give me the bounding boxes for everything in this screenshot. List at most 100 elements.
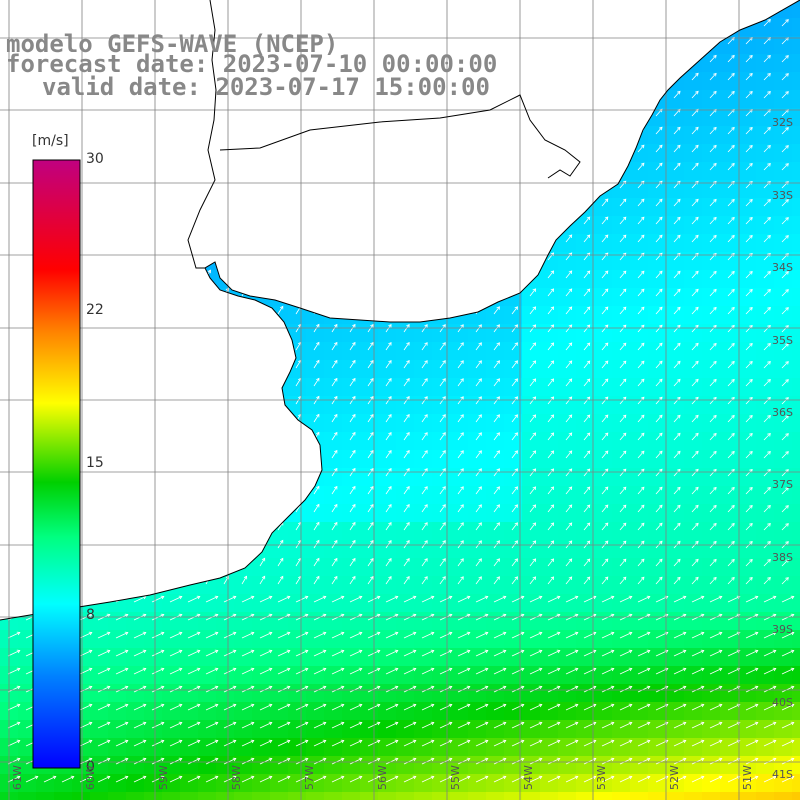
wind-cell <box>324 612 343 631</box>
wind-cell <box>504 504 523 523</box>
wind-arrow-head <box>442 198 446 202</box>
wind-arrow <box>763 361 771 369</box>
wind-cell <box>216 468 235 487</box>
wind-arrow <box>421 596 434 603</box>
wind-arrow-head <box>658 504 663 509</box>
wind-arrow <box>97 197 103 207</box>
wind-arrow-head <box>713 72 717 77</box>
wind-arrow-head <box>261 0 266 4</box>
wind-cell <box>648 162 667 181</box>
wind-arrow <box>475 432 482 441</box>
wind-cell <box>666 216 685 235</box>
wind-cell <box>792 252 800 271</box>
wind-cell <box>378 108 397 127</box>
wind-cell <box>0 576 19 595</box>
wind-arrow-head <box>622 306 627 311</box>
wind-cell <box>486 432 505 451</box>
wind-arrow-head <box>279 305 284 310</box>
wind-arrow <box>673 469 681 477</box>
wind-arrow <box>529 0 536 9</box>
wind-arrow <box>655 54 663 63</box>
wind-arrow-head <box>406 395 410 400</box>
wind-arrow <box>151 197 157 207</box>
wind-arrow-head <box>532 306 537 310</box>
wind-cell <box>468 342 487 361</box>
wind-cell <box>378 360 397 379</box>
wind-cell <box>540 684 559 703</box>
wind-cell <box>144 198 163 217</box>
wind-arrow-head <box>207 233 211 238</box>
wind-arrow-head <box>785 433 789 437</box>
wind-cell <box>198 756 217 775</box>
wind-arrow-head <box>695 198 699 203</box>
wind-arrow-head <box>550 306 555 311</box>
wind-cell <box>540 450 559 469</box>
wind-arrow-head <box>9 323 13 327</box>
wind-cell <box>756 252 775 271</box>
wind-arrow-head <box>316 413 320 418</box>
wind-arrow-head <box>297 233 302 238</box>
wind-arrow-head <box>334 431 338 436</box>
wind-arrow <box>187 270 193 279</box>
wind-cell <box>756 18 775 37</box>
wind-arrow-head <box>713 378 717 383</box>
wind-arrow <box>547 360 554 369</box>
wind-cell <box>540 324 559 343</box>
wind-arrow-head <box>370 576 374 580</box>
wind-arrow-head <box>785 19 789 23</box>
wind-cell <box>486 612 505 631</box>
wind-arrow <box>529 90 536 99</box>
wind-arrow <box>493 378 500 387</box>
wind-arrow-head <box>442 576 446 580</box>
wind-cell <box>234 504 253 523</box>
wind-arrow <box>583 414 591 423</box>
wind-arrow <box>763 181 771 189</box>
wind-arrow-head <box>279 143 284 148</box>
wind-arrow <box>781 235 789 243</box>
wind-cell <box>648 450 667 469</box>
wind-arrow-head <box>207 359 211 364</box>
wind-cell <box>216 666 235 685</box>
wind-cell <box>342 540 361 559</box>
wind-arrow <box>331 540 338 549</box>
wind-cell <box>162 342 181 361</box>
wind-cell <box>666 396 685 415</box>
wind-cell <box>756 306 775 325</box>
wind-cell <box>702 594 721 613</box>
wind-cell <box>468 720 487 739</box>
wind-cell <box>522 198 541 217</box>
wind-arrow-head <box>676 576 681 581</box>
wind-cell <box>522 504 541 523</box>
wind-arrow-head <box>767 288 771 293</box>
wind-cell <box>612 450 631 469</box>
wind-arrow <box>547 576 554 585</box>
wind-arrow-head <box>279 413 284 418</box>
wind-arrow-head <box>622 0 627 5</box>
wind-arrow <box>421 180 428 189</box>
wind-arrow-head <box>243 521 248 526</box>
wind-arrow-head <box>478 288 482 292</box>
wind-cell <box>612 792 631 800</box>
wind-cell <box>324 0 343 19</box>
wind-arrow <box>25 197 31 207</box>
wind-cell <box>522 360 541 379</box>
wind-cell <box>378 396 397 415</box>
wind-cell <box>234 468 253 487</box>
wind-arrow-head <box>586 540 591 545</box>
wind-arrow <box>727 55 735 63</box>
wind-arrow-head <box>478 360 482 364</box>
wind-arrow-head <box>550 72 555 77</box>
wind-arrow <box>745 289 753 297</box>
wind-arrow-head <box>297 17 302 22</box>
wind-cell <box>504 360 523 379</box>
wind-cell <box>270 486 289 505</box>
wind-arrow <box>709 127 717 135</box>
wind-arrow <box>25 359 31 369</box>
wind-arrow <box>7 341 13 351</box>
wind-arrow <box>259 576 266 585</box>
wind-arrow-head <box>658 324 663 329</box>
wind-arrow <box>187 288 193 297</box>
wind-cell <box>486 144 505 163</box>
wind-cell <box>90 738 109 757</box>
wind-arrow <box>601 306 609 315</box>
